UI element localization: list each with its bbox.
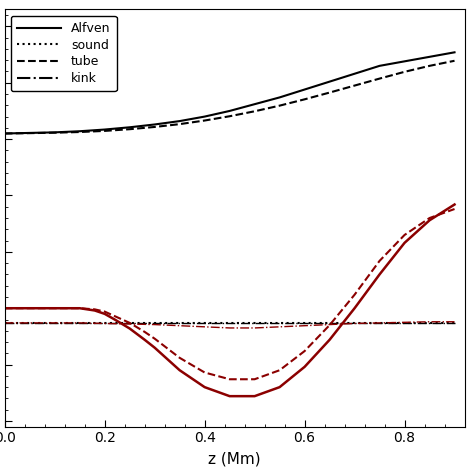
X-axis label: z (Mm): z (Mm) bbox=[208, 451, 261, 466]
Legend: Alfven, sound, tube, kink: Alfven, sound, tube, kink bbox=[11, 16, 117, 91]
